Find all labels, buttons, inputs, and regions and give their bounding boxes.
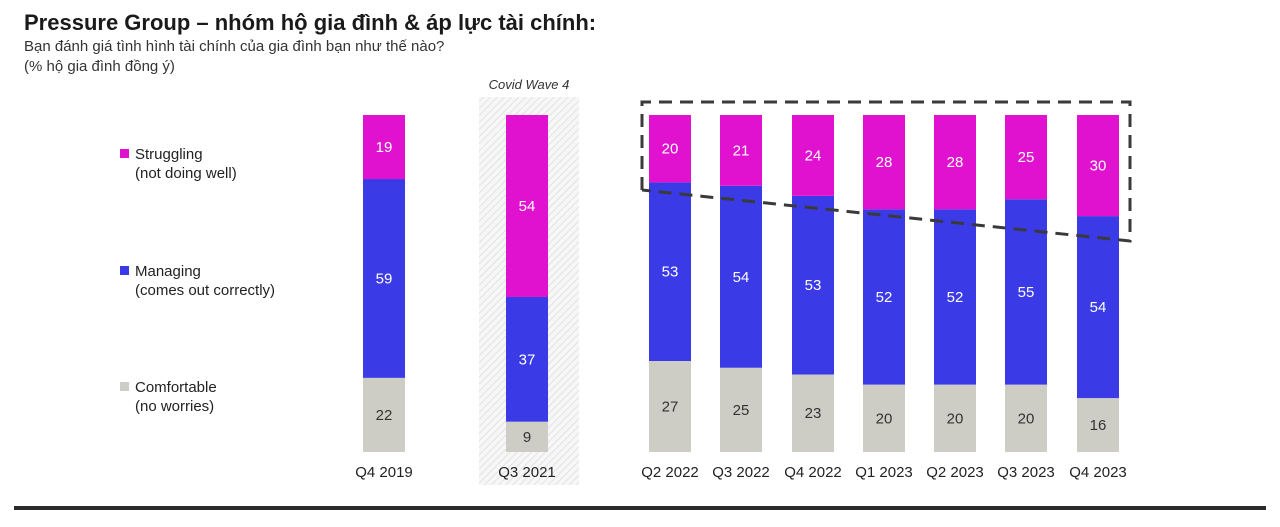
legend-swatch-managing [120,266,129,275]
data-label-struggling-q3-2023: 25 [1018,149,1035,166]
bar-struggling-q4-2023 [1077,115,1119,217]
bar-comfortable-q4-2022 [792,374,834,452]
data-label-comfortable-q3-2021: 9 [523,429,531,446]
data-label-comfortable-q3-2023: 20 [1018,410,1035,427]
data-label-struggling-q4-2023: 30 [1090,158,1107,175]
bar-managing-q4-2019 [363,179,405,378]
bar-struggling-q1-2023 [863,115,905,210]
legend-label: Comfortable [135,379,217,396]
legend-sublabel: (no worries) [135,398,215,415]
legend-swatch-struggling [120,149,129,158]
data-label-managing-q4-2022: 53 [805,277,822,294]
data-label-comfortable-q4-2019: 22 [376,407,393,424]
bottom-rule [14,506,1266,510]
data-label-comfortable-q4-2023: 16 [1090,417,1107,434]
data-label-comfortable-q4-2022: 23 [805,405,822,422]
data-label-managing-q4-2019: 59 [376,270,393,287]
data-label-struggling-q2-2022: 20 [662,141,679,158]
x-tick-label-q4-2019: Q4 2019 [355,464,413,481]
x-tick-label-q3-2021: Q3 2021 [498,464,556,481]
bar-comfortable-q3-2021 [506,421,548,452]
bar-comfortable-q4-2019 [363,377,405,452]
chart-title: Pressure Group – nhóm hộ gia đình & áp l… [24,10,597,35]
data-label-comfortable-q3-2022: 25 [733,402,750,419]
bar-managing-q4-2023 [1077,216,1119,399]
bar-struggling-q3-2021 [506,115,548,297]
data-label-struggling-q4-2019: 19 [376,139,393,156]
bar-struggling-q2-2022 [649,115,691,183]
data-label-managing-q2-2022: 53 [662,264,679,281]
x-tick-label-q3-2023: Q3 2023 [997,464,1055,481]
data-label-managing-q3-2022: 54 [733,269,750,286]
data-label-struggling-q1-2023: 28 [876,154,893,171]
covid-wave-annotation: Covid Wave 4 [489,77,570,92]
x-tick-label-q1-2023: Q1 2023 [855,464,913,481]
legend-item-managing: Managing (comes out correctly) [120,262,275,300]
highlight-dashed-box [640,100,1132,243]
data-label-managing-q1-2023: 52 [876,289,893,306]
bar-struggling-q4-2019 [363,115,405,180]
data-label-struggling-q2-2023: 28 [947,154,964,171]
bar-comfortable-q3-2022 [720,367,762,452]
data-label-managing-q3-2023: 55 [1018,284,1035,301]
bar-struggling-q3-2022 [720,115,762,186]
data-label-struggling-q4-2022: 24 [805,147,822,164]
legend-sublabel: (not doing well) [135,165,237,182]
bar-managing-q1-2023 [863,209,905,385]
data-label-comfortable-q2-2022: 27 [662,399,679,416]
legend-item-comfortable: Comfortable (no worries) [120,378,217,416]
legend-swatch-comfortable [120,382,129,391]
data-label-managing-q2-2023: 52 [947,289,964,306]
bar-comfortable-q2-2023 [934,384,976,452]
data-label-managing-q3-2021: 37 [519,351,536,368]
data-label-comfortable-q2-2023: 20 [947,410,964,427]
data-label-managing-q4-2023: 54 [1090,299,1107,316]
x-tick-label-q4-2022: Q4 2022 [784,464,842,481]
bar-comfortable-q2-2022 [649,361,691,452]
bar-managing-q2-2022 [649,182,691,362]
legend-sublabel: (comes out correctly) [135,282,276,299]
data-label-struggling-q3-2022: 21 [733,142,750,159]
bar-managing-q4-2022 [792,195,834,375]
legend-label: Struggling [135,146,203,163]
x-tick-label-q2-2022: Q2 2022 [641,464,699,481]
legend-label: Managing [135,263,201,280]
x-tick-label-q4-2023: Q4 2023 [1069,464,1127,481]
legend-item-struggling: Struggling (not doing well) [120,145,237,183]
bar-comfortable-q4-2023 [1077,398,1119,452]
bar-comfortable-q3-2023 [1005,384,1047,452]
bar-managing-q3-2022 [720,185,762,368]
x-tick-label-q2-2023: Q2 2023 [926,464,984,481]
bar-managing-q3-2021 [506,296,548,422]
bar-struggling-q2-2023 [934,115,976,210]
x-tick-label-q3-2022: Q3 2022 [712,464,770,481]
bar-struggling-q4-2022 [792,115,834,196]
unit-note: (% hộ gia đình đồng ý) [24,58,175,75]
chart-subtitle: Bạn đánh giá tình hình tài chính của gia… [24,38,445,55]
data-label-comfortable-q1-2023: 20 [876,410,893,427]
bar-struggling-q3-2023 [1005,115,1047,200]
bar-managing-q2-2023 [934,209,976,385]
data-label-struggling-q3-2021: 54 [519,198,536,215]
bar-comfortable-q1-2023 [863,384,905,452]
